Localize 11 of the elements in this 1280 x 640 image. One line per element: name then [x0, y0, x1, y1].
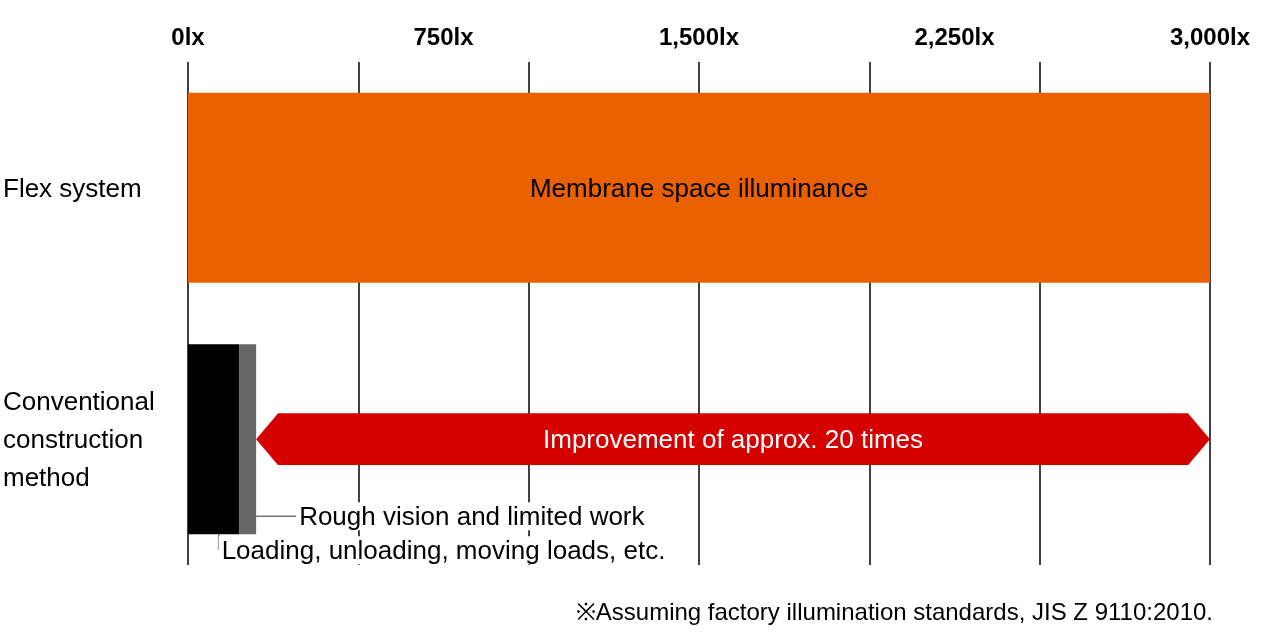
text: ※Assuming factory illumination standards, JIS Z 9110:2010. [575, 597, 1213, 625]
y-tick-label: Flex system [3, 172, 142, 203]
x-tick-label: 1,500lx [658, 22, 740, 50]
x-tick-label: 750lx [413, 22, 475, 50]
series-label: Membrane space illuminance [529, 172, 869, 203]
x-tick-label: 0lx [171, 22, 206, 50]
series-label: Loading, unloading, moving loads, etc. [221, 535, 666, 566]
x-tick-label: 2,250lx [914, 22, 996, 50]
y-tick-label: Conventional construction method [3, 386, 162, 493]
series-label: Rough vision and limited work [299, 501, 646, 532]
x-tick-label: 3,000lx [1169, 22, 1251, 50]
